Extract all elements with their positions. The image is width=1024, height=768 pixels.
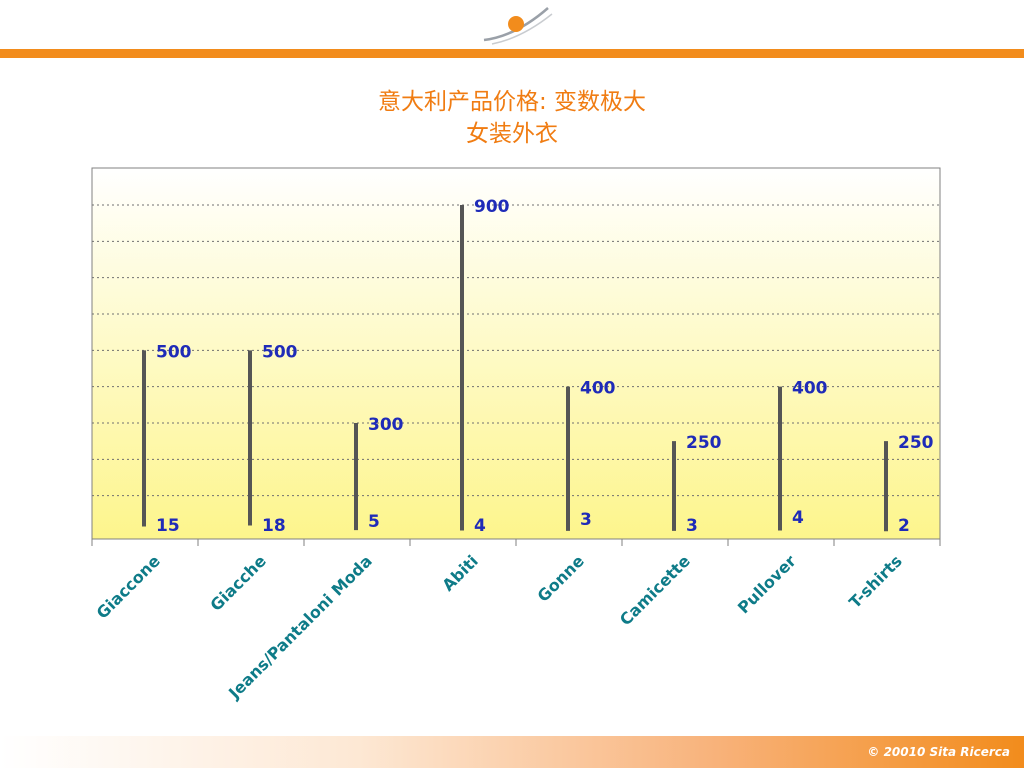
chart-subtitle: 女装外衣 [466,121,558,147]
high-value-label: 900 [474,197,510,217]
high-value-label: 400 [580,379,616,399]
high-value-label: 400 [792,379,828,399]
low-value-label: 15 [156,516,180,536]
x-axis [91,539,941,546]
category-label: Abiti [438,551,481,594]
category-label: Pullover [734,551,800,617]
high-value-label: 500 [156,342,192,362]
low-value-label: 5 [368,512,380,532]
high-value-label: 250 [686,433,722,453]
high-value-label: 250 [898,433,934,453]
low-value-label: 4 [474,516,486,536]
low-value-label: 18 [262,516,286,536]
value-labels: 500 15 500 18 300 5 900 4 400 3 250 3 400 4 250 2 [156,197,934,536]
company-logo [483,7,553,45]
plot-area [91,167,941,540]
range-bars [142,205,888,532]
category-label: Giaccone [93,551,164,622]
low-value-label: 4 [792,508,804,528]
category-label: Gonne [534,551,588,605]
copyright-text: © 20010 Sita Ricerca [867,745,1010,759]
category-label: Giacche [206,551,269,614]
gridlines [92,204,940,497]
high-value-label: 500 [262,342,298,362]
category-label: Camicette [616,551,694,629]
high-value-label: 300 [368,415,404,435]
header-accent-bar [0,49,1024,58]
low-value-label: 2 [898,516,910,536]
low-value-label: 3 [686,516,698,536]
range-chart: 500 15 500 18 300 5 900 4 400 3 250 3 400 4 250 2 Giacc… [91,167,941,703]
footer-bar: © 20010 Sita Ricerca [0,736,1024,768]
chart-title: 意大利产品价格: 变数极大 女装外衣 [0,86,1024,150]
category-label: T-shirts [845,551,906,612]
chart-title-line1: 意大利产品价格: 变数极大 [377,89,647,115]
low-value-label: 3 [580,510,592,530]
